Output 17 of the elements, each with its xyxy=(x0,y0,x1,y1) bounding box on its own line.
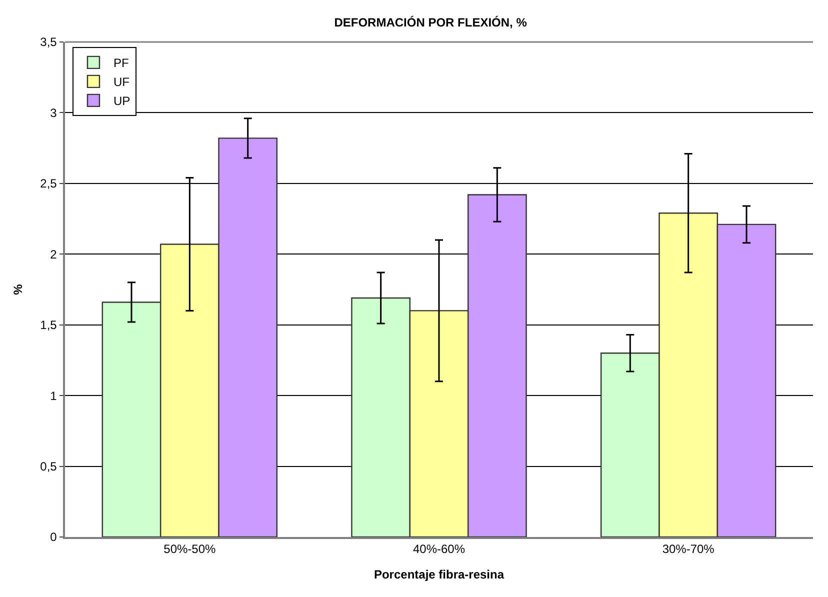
y-tick-label: 2 xyxy=(50,247,58,262)
legend-label: PF xyxy=(113,56,129,70)
chart-title: DEFORMACIÓN POR FLEXIÓN, % xyxy=(334,15,528,30)
x-tick-label: 50%-50% xyxy=(164,542,216,556)
y-tick-label: 1,5 xyxy=(40,318,58,332)
y-tick-label: 1 xyxy=(50,388,58,403)
x-tick-label: 30%-70% xyxy=(662,542,715,556)
y-tick-label: 3 xyxy=(50,106,58,120)
x-axis-title: Porcentaje fibra-resina xyxy=(374,568,504,582)
y-tick-label: 0,5 xyxy=(40,459,58,474)
legend-label: UP xyxy=(113,94,130,108)
x-tick-label: 40%-60% xyxy=(412,542,466,556)
y-tick-label: 0 xyxy=(50,530,58,544)
y-tick-label: 2,5 xyxy=(40,176,58,191)
legend-label: UF xyxy=(113,75,130,90)
y-tick-label: 3,5 xyxy=(40,35,58,50)
y-axis-title: % xyxy=(10,284,25,295)
